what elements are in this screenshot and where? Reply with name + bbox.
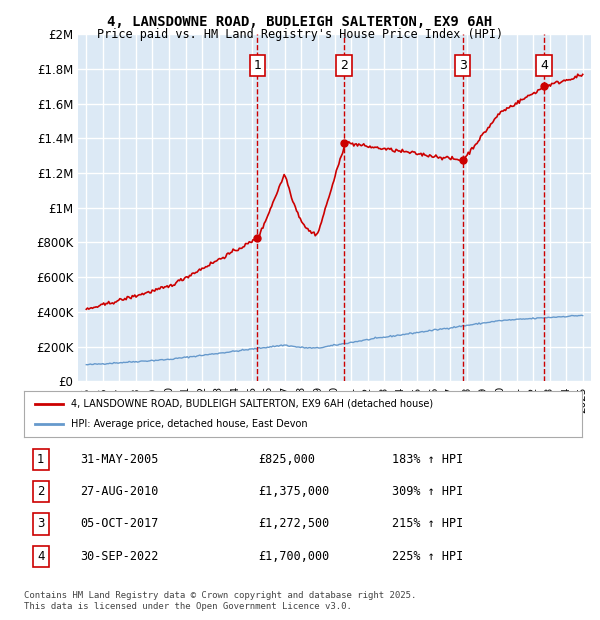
Text: 1: 1: [37, 453, 44, 466]
Text: 4, LANSDOWNE ROAD, BUDLEIGH SALTERTON, EX9 6AH: 4, LANSDOWNE ROAD, BUDLEIGH SALTERTON, E…: [107, 16, 493, 30]
Text: 05-OCT-2017: 05-OCT-2017: [80, 518, 158, 530]
Text: 27-AUG-2010: 27-AUG-2010: [80, 485, 158, 498]
Text: 4, LANSDOWNE ROAD, BUDLEIGH SALTERTON, EX9 6AH (detached house): 4, LANSDOWNE ROAD, BUDLEIGH SALTERTON, E…: [71, 399, 434, 409]
Text: 3: 3: [459, 59, 467, 72]
Text: 31-MAY-2005: 31-MAY-2005: [80, 453, 158, 466]
Text: 225% ↑ HPI: 225% ↑ HPI: [392, 550, 464, 562]
Text: 4: 4: [540, 59, 548, 72]
Text: 1: 1: [253, 59, 261, 72]
Text: £1,272,500: £1,272,500: [259, 518, 329, 530]
Text: 4: 4: [37, 550, 44, 562]
Text: 215% ↑ HPI: 215% ↑ HPI: [392, 518, 464, 530]
Text: 2: 2: [37, 485, 44, 498]
Text: £825,000: £825,000: [259, 453, 316, 466]
Text: Price paid vs. HM Land Registry's House Price Index (HPI): Price paid vs. HM Land Registry's House …: [97, 28, 503, 41]
Text: £1,375,000: £1,375,000: [259, 485, 329, 498]
Text: 2: 2: [340, 59, 348, 72]
Text: £1,700,000: £1,700,000: [259, 550, 329, 562]
Text: 309% ↑ HPI: 309% ↑ HPI: [392, 485, 464, 498]
Text: 3: 3: [37, 518, 44, 530]
Text: Contains HM Land Registry data © Crown copyright and database right 2025.
This d: Contains HM Land Registry data © Crown c…: [24, 591, 416, 611]
Text: 183% ↑ HPI: 183% ↑ HPI: [392, 453, 464, 466]
Text: HPI: Average price, detached house, East Devon: HPI: Average price, detached house, East…: [71, 419, 308, 429]
Text: 30-SEP-2022: 30-SEP-2022: [80, 550, 158, 562]
